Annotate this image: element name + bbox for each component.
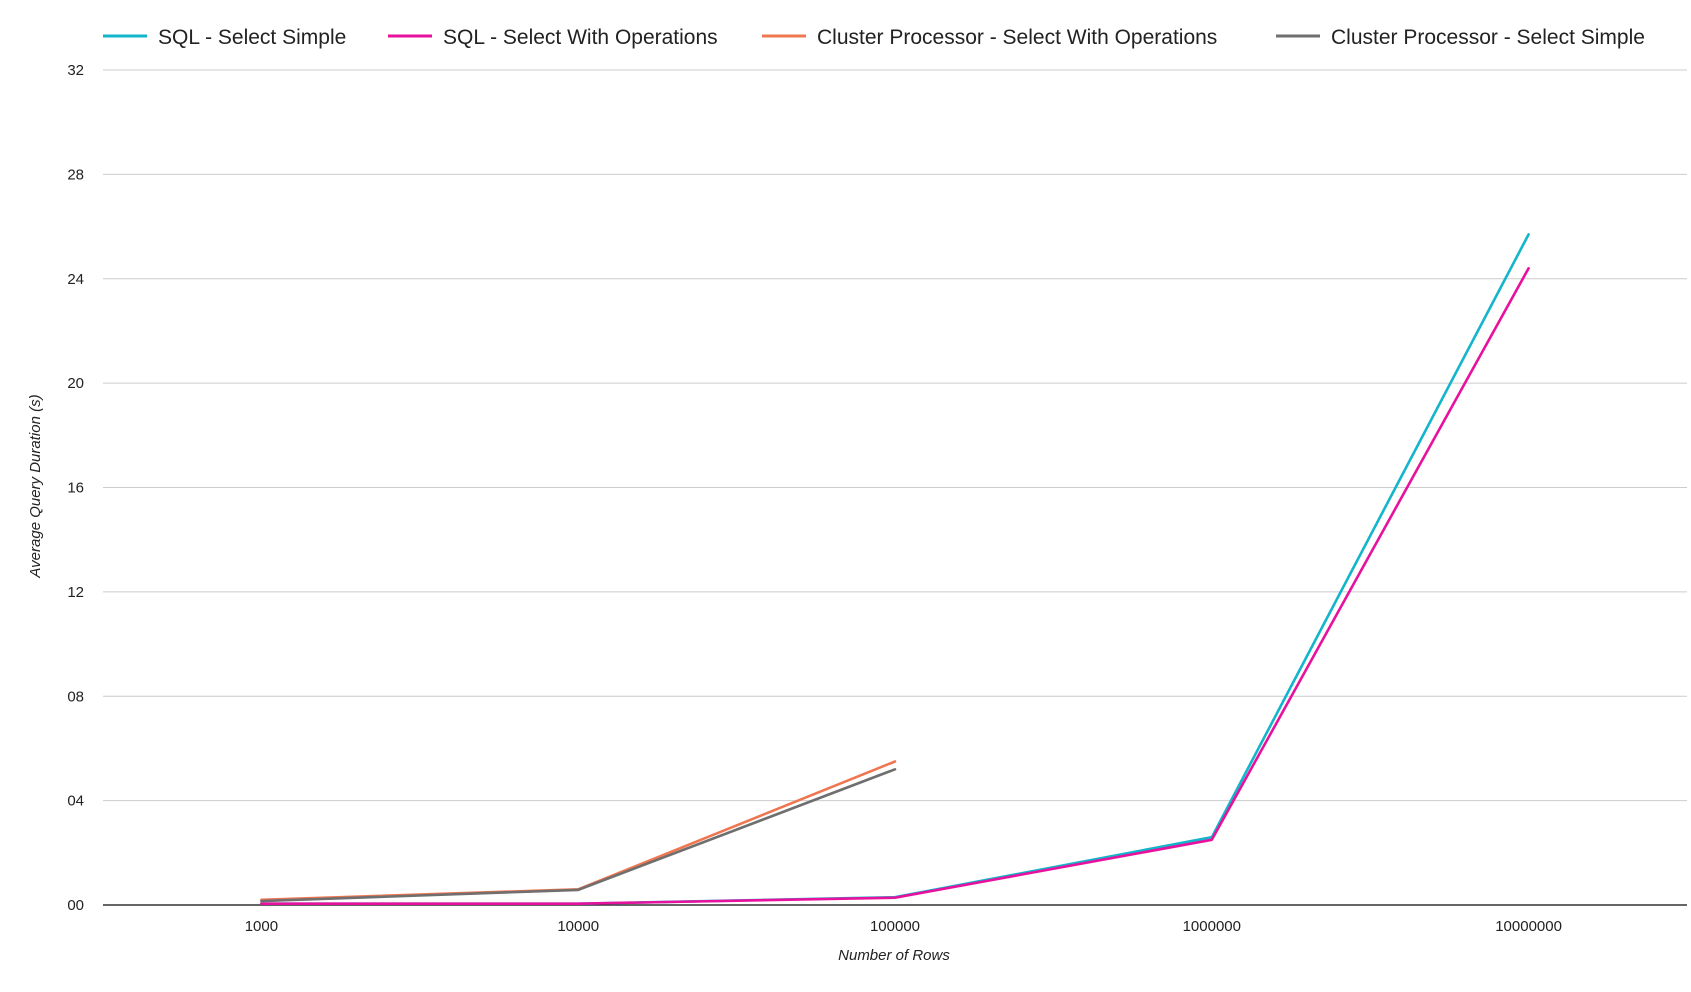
y-tick-label: 32 [67,62,84,79]
y-tick-label: 20 [67,375,84,392]
x-tick-labels: 1000 10000 100000 1000000 10000000 [245,918,1562,935]
x-tick-label: 10000 [557,918,599,935]
legend-item-1[interactable]: SQL - Select Simple [103,26,346,49]
series-line-3 [260,760,897,902]
legend-label: SQL - Select Simple [158,26,346,49]
x-tick-label: 100000 [870,918,920,935]
y-tick-label: 08 [67,688,84,705]
y-tick-label: 16 [67,480,84,497]
legend-label: Cluster Processor - Select Simple [1331,26,1645,49]
y-tick-label: 12 [67,584,84,601]
y-tick-label: 04 [67,793,84,810]
series-line-2 [260,266,1530,906]
legend-label: SQL - Select With Operations [443,26,718,49]
series-line-4 [260,767,897,903]
y-tick-label: 28 [67,166,84,183]
series-line-1 [260,233,1530,906]
legend-label: Cluster Processor - Select With Operatio… [817,26,1217,49]
x-tick-label: 10000000 [1495,918,1562,935]
legend[interactable]: SQL - Select Simple SQL - Select With Ope… [103,26,1645,49]
legend-item-3[interactable]: Cluster Processor - Select With Operatio… [762,26,1217,49]
x-axis-title: Number of Rows [838,947,950,964]
x-tick-label: 1000 [245,918,278,935]
grid-layer [103,69,1687,906]
y-axis-title: Average Query Duration (s) [27,394,44,578]
y-tick-label: 24 [67,271,84,288]
y-tick-labels: 00 04 08 12 16 20 24 28 32 [67,62,84,914]
legend-item-4[interactable]: Cluster Processor - Select Simple [1276,26,1645,49]
series-layer [260,233,1530,906]
legend-item-2[interactable]: SQL - Select With Operations [388,26,718,49]
x-tick-label: 1000000 [1183,918,1241,935]
y-tick-label: 00 [67,897,84,914]
